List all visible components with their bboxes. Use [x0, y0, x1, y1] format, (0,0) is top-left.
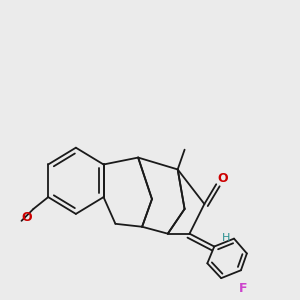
- Text: F: F: [239, 282, 247, 295]
- Text: O: O: [217, 172, 228, 185]
- Text: H: H: [222, 232, 230, 243]
- Text: O: O: [22, 211, 32, 224]
